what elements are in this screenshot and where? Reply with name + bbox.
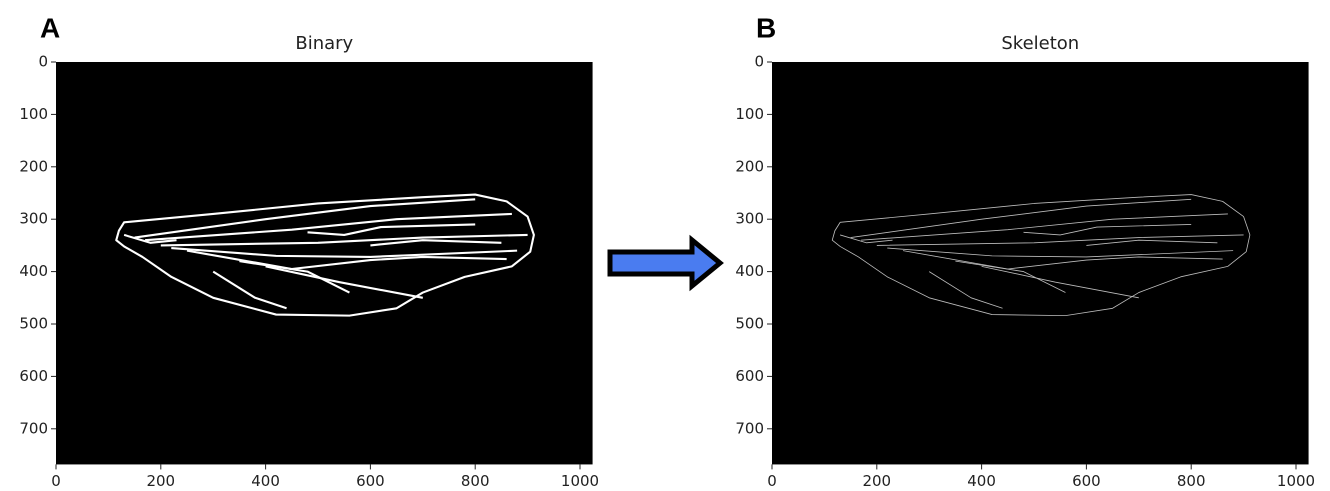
wing-vein xyxy=(876,234,1244,246)
x-tick-label: 800 xyxy=(461,472,490,490)
panel: B Skeleton 0 200 400 600 800 1000 0 100 200 300 400 5… xyxy=(735,12,1315,490)
y-tick-label: 0 xyxy=(754,53,764,71)
image-area xyxy=(772,62,1309,465)
x-tick-label: 0 xyxy=(51,472,61,490)
chart-title: Skeleton xyxy=(1001,33,1079,54)
panel-label: B xyxy=(756,12,776,43)
x-tick-label: 400 xyxy=(967,472,996,490)
wing-vein xyxy=(902,250,1223,270)
wing-image xyxy=(831,194,1251,317)
wing-vein xyxy=(928,271,1003,309)
y-tick-label: 600 xyxy=(735,367,764,385)
y-tick-label: 600 xyxy=(19,367,48,385)
wing-vein xyxy=(123,233,177,244)
y-tick-label: 500 xyxy=(735,315,764,333)
x-tick-label: 200 xyxy=(146,472,175,490)
wing-vein xyxy=(831,194,1251,317)
wing-vein xyxy=(212,270,287,310)
wing-vein xyxy=(370,239,502,247)
wing-vein xyxy=(265,265,423,299)
wing-vein xyxy=(160,233,528,247)
y-tick-label: 400 xyxy=(19,262,48,280)
wing-vein xyxy=(981,265,1139,299)
wing-vein xyxy=(115,193,535,317)
y-tick-label: 500 xyxy=(19,315,48,333)
wing-vein xyxy=(861,213,1228,241)
x-tick-label: 0 xyxy=(767,472,777,490)
y-tick-label: 400 xyxy=(735,262,764,280)
y-tick-label: 100 xyxy=(735,105,764,123)
x-tick-label: 400 xyxy=(251,472,280,490)
wing-vein xyxy=(887,247,1234,258)
wing-vein xyxy=(1023,224,1192,236)
x-tick-label: 800 xyxy=(1177,472,1206,490)
wing-vein xyxy=(171,246,518,258)
panel-label: A xyxy=(40,12,60,43)
wing-image xyxy=(115,193,535,317)
y-tick-label: 200 xyxy=(19,157,48,175)
wing-vein xyxy=(850,198,1192,238)
y-tick-label: 700 xyxy=(735,419,764,437)
wing-vein xyxy=(134,198,476,239)
chart-title: Binary xyxy=(295,33,353,54)
y-tick-label: 0 xyxy=(38,53,48,71)
x-tick-label: 1000 xyxy=(1277,472,1315,490)
wing-vein xyxy=(955,260,1066,293)
y-tick-label: 300 xyxy=(19,210,48,228)
wing-vein xyxy=(307,223,476,236)
wing-vein xyxy=(239,260,350,294)
y-tick-label: 100 xyxy=(19,105,48,123)
wing-vein xyxy=(839,234,893,244)
arrow xyxy=(607,234,724,292)
wing-vein xyxy=(1086,239,1218,246)
x-tick-label: 600 xyxy=(1072,472,1101,490)
panel: A Binary 0 200 400 600 800 1000 0 100 200 300 400 500… xyxy=(19,12,599,490)
x-tick-label: 600 xyxy=(356,472,385,490)
image-area xyxy=(56,62,593,465)
wing-vein xyxy=(145,212,512,242)
y-tick-label: 200 xyxy=(735,157,764,175)
x-tick-label: 1000 xyxy=(561,472,599,490)
x-tick-label: 200 xyxy=(862,472,891,490)
y-tick-label: 700 xyxy=(19,419,48,437)
y-tick-label: 300 xyxy=(735,210,764,228)
